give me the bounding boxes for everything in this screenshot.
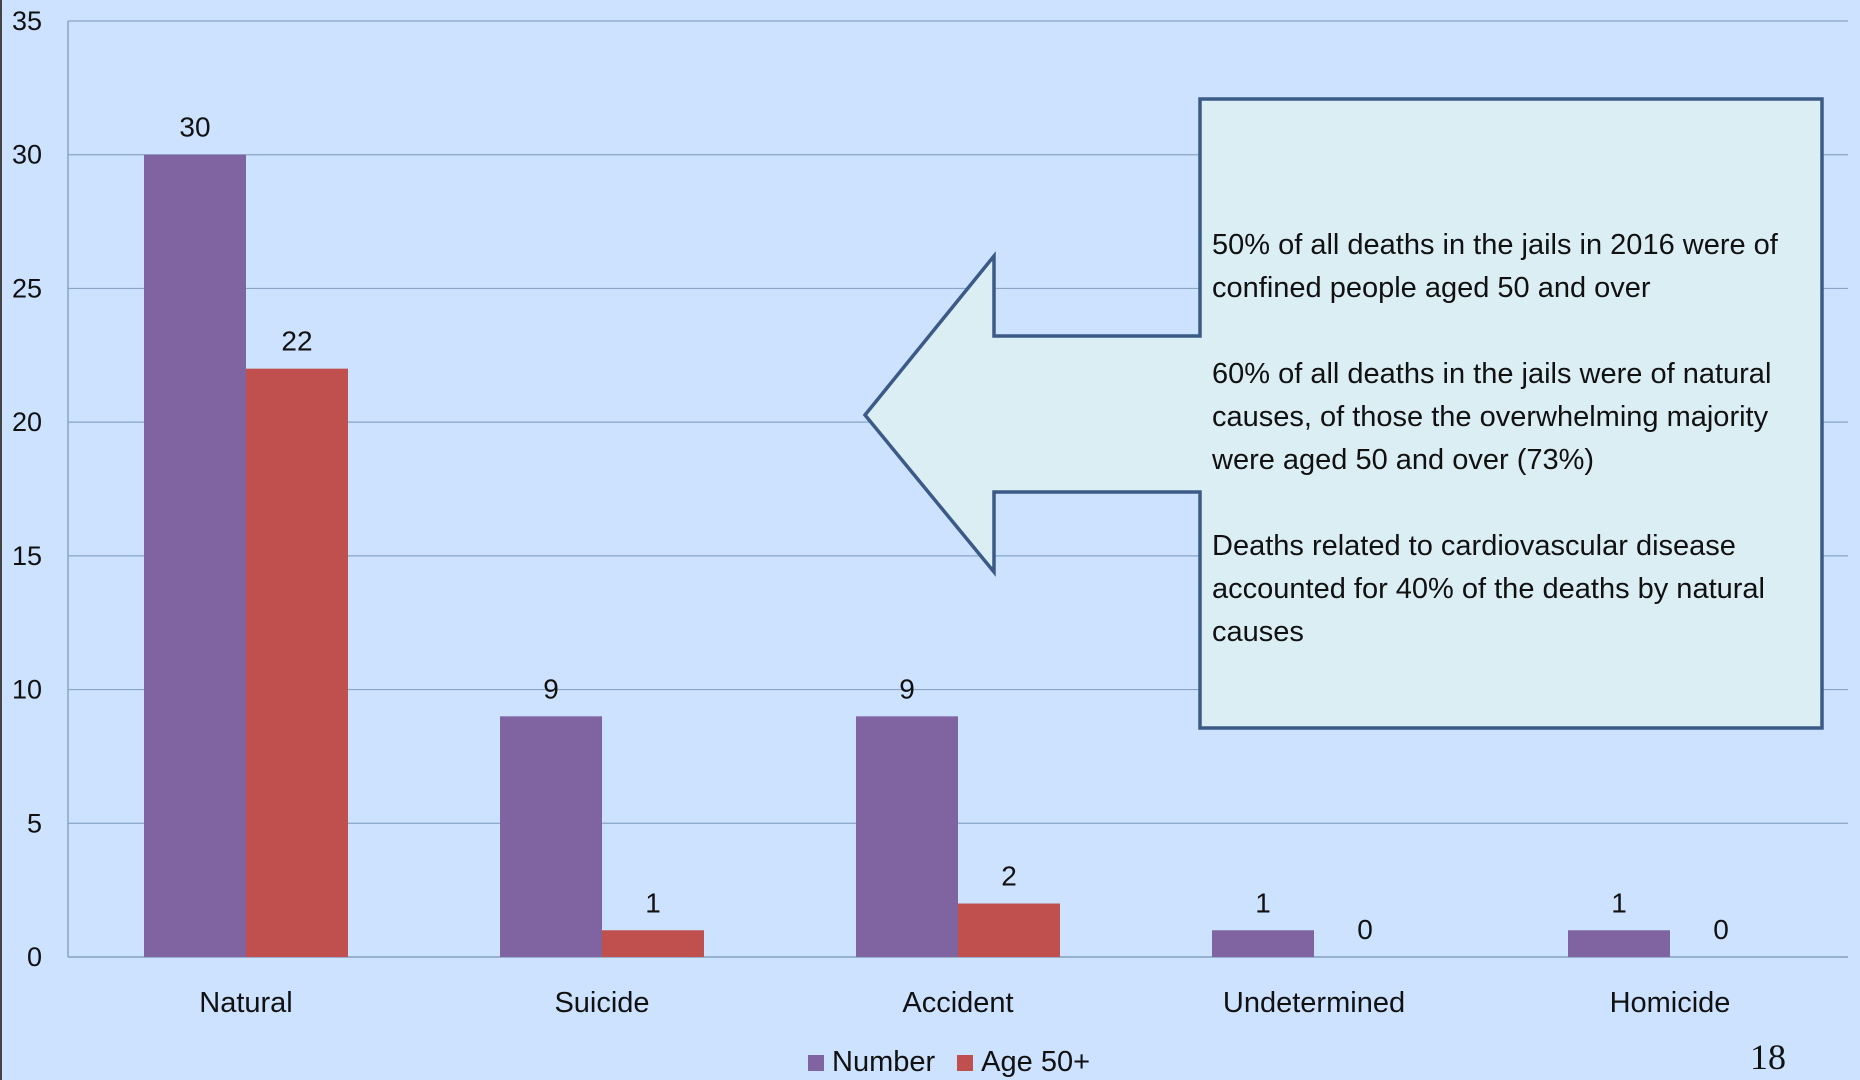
data-label-age-50-suicide: 1 [645,887,661,918]
legend-item-age-50: Age 50+ [957,1046,1090,1079]
bar-number-accident [856,716,958,957]
legend-swatch-number [808,1054,824,1071]
data-label-number-undetermined: 1 [1255,887,1271,918]
data-label-number-accident: 9 [899,673,915,704]
legend-label-age-50: Age 50+ [981,1046,1091,1078]
y-tick-label-35: 35 [12,6,42,36]
data-label-number-natural: 30 [179,112,210,143]
y-tick-label-25: 25 [12,273,42,303]
y-tick-label-20: 20 [12,407,42,437]
bar-age-50-suicide [602,930,704,957]
y-tick-label-30: 30 [12,140,42,170]
legend-swatch-age-50 [957,1054,974,1071]
y-tick-label-15: 15 [12,541,42,571]
data-label-age-50-undetermined: 0 [1357,914,1373,945]
bar-number-suicide [500,716,602,957]
slide-number: 18 [1750,1037,1786,1077]
data-label-age-50-homicide: 0 [1713,914,1729,945]
x-category-label-suicide: Suicide [554,987,649,1019]
y-tick-label-5: 5 [27,808,42,838]
y-tick-label-10: 10 [12,675,42,705]
data-label-age-50-accident: 2 [1001,861,1017,892]
chart-legend: Number Age 50+ [808,1046,1090,1079]
data-label-age-50-natural: 22 [281,326,312,357]
bar-number-homicide [1568,930,1670,957]
y-tick-label-0: 0 [27,942,42,972]
callout-text: 50% of all deaths in the jails in 2016 w… [1212,224,1810,697]
legend-item-number: Number [808,1046,935,1079]
x-category-label-natural: Natural [199,987,293,1019]
bar-age-50-natural [246,368,348,958]
x-category-label-accident: Accident [902,987,1013,1019]
x-category-label-undetermined: Undetermined [1223,987,1405,1019]
legend-label-number: Number [832,1046,936,1078]
callout-paragraph-2: 60% of all deaths in the jails were of n… [1212,358,1772,476]
x-category-label-homicide: Homicide [1610,987,1731,1019]
data-label-number-suicide: 9 [543,673,559,704]
bar-age-50-accident [958,903,1060,957]
callout-arrow-box [862,97,1824,730]
data-label-number-homicide: 1 [1611,887,1627,918]
callout-paragraph-3: Deaths related to cardiovascular disease… [1212,530,1765,648]
bar-number-natural [144,154,246,957]
bar-number-undetermined [1212,930,1314,957]
callout-paragraph-1: 50% of all deaths in the jails in 2016 w… [1212,229,1778,304]
